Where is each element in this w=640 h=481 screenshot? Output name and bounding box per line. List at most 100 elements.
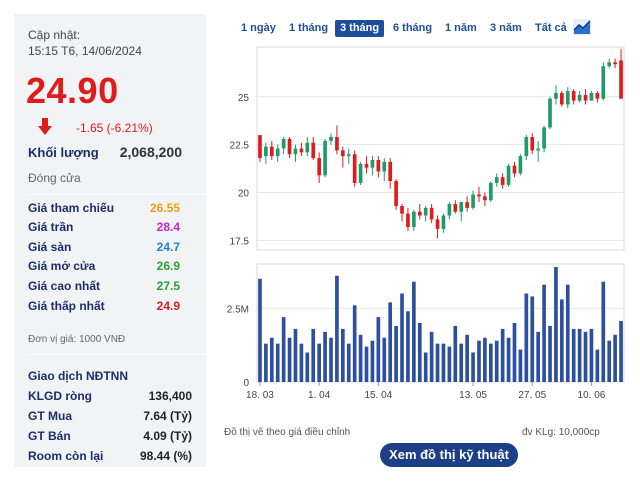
volume-bar: [619, 320, 623, 382]
candle-body: [311, 142, 316, 159]
price-change: -1.65 (-6.21%): [76, 121, 153, 135]
volume-bar: [601, 281, 606, 382]
volume-label: Khối lượng: [28, 145, 99, 160]
candle-body: [453, 204, 458, 212]
candle-body: [619, 60, 623, 99]
candle-body: [376, 159, 381, 172]
volume-value: 2,068,200: [119, 144, 182, 160]
tab-1-year[interactable]: 1 năm: [445, 22, 477, 34]
candle-body: [554, 92, 558, 99]
candle-body: [264, 146, 268, 157]
volume-bar: [370, 340, 375, 382]
candle-body: [571, 91, 576, 101]
candle-body: [406, 213, 410, 228]
tab-3-months[interactable]: 3 tháng: [335, 20, 385, 37]
volume-bar: [435, 343, 440, 382]
candle-body: [382, 161, 387, 172]
candle-body: [388, 161, 393, 182]
volume-bar: [447, 346, 452, 382]
volume-bar: [518, 349, 523, 382]
foreign-room-label: Room còn lại: [28, 449, 104, 463]
volume-bar: [382, 337, 387, 382]
candle-body: [329, 137, 333, 141]
volume-bar: [571, 328, 576, 382]
adjusted-price-note: Đồ thị vẽ theo giá điều chỉnh: [224, 427, 351, 438]
candle-body: [595, 92, 600, 99]
volume-bar: [412, 281, 416, 382]
volume-bar: [583, 331, 588, 382]
volume-bar: [394, 325, 398, 382]
volume-bar: [554, 266, 558, 382]
candle-body: [340, 150, 345, 157]
candle-body: [412, 211, 416, 228]
volume-bar: [595, 349, 600, 382]
candle-body: [400, 205, 404, 214]
low-price-value: 24.9: [156, 299, 180, 313]
volume-bar: [589, 328, 594, 382]
volume-bar: [275, 343, 280, 382]
tab-6-months[interactable]: 6 tháng: [393, 22, 433, 34]
volume-bar: [400, 293, 404, 382]
volume-bar: [364, 346, 369, 382]
x-tick-label: 15. 04: [364, 390, 392, 401]
volume-tick-label: 0: [243, 378, 249, 389]
volume-bar: [376, 317, 381, 382]
price-tick-label: 17.5: [230, 236, 250, 247]
candle-body: [447, 204, 452, 216]
candle-body: [441, 215, 446, 229]
close-status: Đóng cửa: [28, 171, 81, 185]
candle-body: [293, 148, 298, 155]
foreign-buy-label: GT Mua: [28, 409, 72, 423]
candle-body: [471, 194, 475, 208]
volume-bar: [388, 302, 393, 382]
volume-bar: [488, 343, 493, 382]
tab-all[interactable]: Tất cả: [535, 22, 567, 34]
candle-body: [577, 94, 582, 101]
volume-bar: [352, 305, 357, 382]
floor-price-label: Giá sàn: [28, 240, 72, 254]
tab-1-month[interactable]: 1 tháng: [289, 22, 329, 34]
volume-bar: [346, 343, 351, 382]
volume-bar: [264, 343, 268, 382]
unit-note: Đơn vị giá: 1000 VNĐ: [28, 334, 126, 345]
volume-bar: [459, 343, 464, 382]
floor-price-value: 24.7: [156, 240, 180, 254]
volume-bar: [441, 343, 446, 382]
volume-bar: [536, 331, 541, 382]
candle-body: [281, 138, 286, 149]
candle-body: [565, 91, 570, 105]
foreign-sell-value: 4.09 (Tỷ): [143, 429, 192, 443]
candle-body: [483, 196, 487, 201]
candle-body: [607, 62, 612, 67]
candle-body: [323, 140, 327, 176]
candle-body: [269, 146, 274, 157]
candle-body: [394, 181, 398, 206]
price-plot-frame: [256, 46, 625, 251]
candle-body: [613, 62, 617, 65]
ceiling-price-label: Giá trần: [28, 220, 74, 234]
volume-tick-label: 2.5M: [227, 304, 249, 315]
view-technical-chart-button[interactable]: Xem đồ thị kỹ thuật: [380, 443, 518, 467]
chart-icon[interactable]: [573, 19, 591, 35]
tab-1-day[interactable]: 1 ngày: [241, 22, 276, 34]
volume-bar: [311, 328, 316, 382]
candle-body: [500, 177, 505, 185]
candle-body: [589, 92, 594, 101]
candle-body: [601, 66, 606, 99]
volume-bar: [613, 334, 617, 382]
foreign-trading-title: Giao dịch NĐTNN: [28, 369, 129, 383]
x-tick-label: 10. 06: [578, 390, 606, 401]
price-volume-chart: 25 22.5 20 17.5 2.5M 018. 03 1. 04 15. 04 13. 05…: [227, 46, 625, 401]
volume-bar: [506, 337, 511, 382]
tab-3-years[interactable]: 3 năm: [490, 22, 522, 34]
volume-bar: [512, 323, 517, 382]
volume-bar: [293, 328, 298, 382]
candle-body: [275, 148, 280, 157]
candle-body: [465, 202, 469, 208]
candle-body: [429, 207, 434, 220]
volume-bar: [299, 343, 304, 382]
volume-bar: [358, 334, 363, 382]
ref-price-label: Giá tham chiếu: [28, 201, 115, 215]
volume-bar: [577, 328, 582, 382]
candle-body: [560, 92, 564, 105]
